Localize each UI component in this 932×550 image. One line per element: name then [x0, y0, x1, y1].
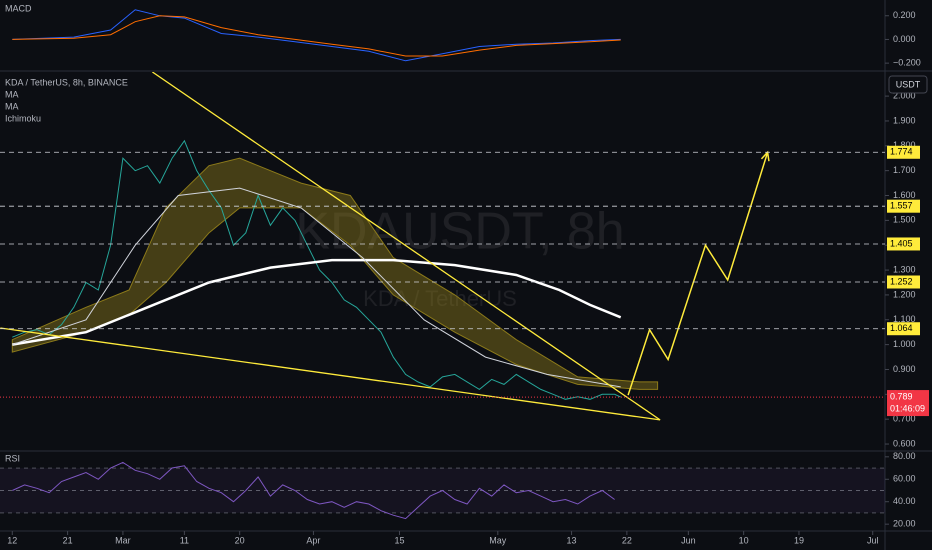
x-tick-label: 10 [739, 535, 749, 545]
y-tick-label: 1.800 [893, 140, 916, 150]
main-title: KDA / TetherUS, 8h, BINANCE [5, 77, 128, 87]
y-tick-label: 1.200 [893, 289, 916, 299]
series-line [12, 9, 621, 62]
y-tick-label: 60.00 [893, 474, 916, 484]
series-line [12, 461, 615, 520]
series-line [12, 187, 621, 388]
y-tick-label: 80.00 [893, 451, 916, 461]
x-tick-label: Jul [867, 535, 879, 545]
series-line [12, 258, 622, 346]
y-tick-label: 1.100 [893, 314, 916, 324]
level-badge [887, 322, 920, 336]
x-tick-label: 13 [567, 535, 577, 545]
x-tick-label: 11 [180, 535, 189, 545]
y-tick-label: 1.900 [893, 115, 916, 125]
plot-layer: 0.6000.7000.8000.9001.0001.1001.2001.300… [0, 9, 929, 545]
panel-title: MACD [5, 3, 32, 13]
y-tick-label: 40.00 [893, 496, 916, 506]
level-label: 1.557 [890, 201, 913, 211]
y-tick-label: 0.700 [893, 414, 916, 424]
level-label: 1.064 [890, 323, 913, 333]
legend-entry: MA [5, 101, 19, 111]
y-tick-label: 1.000 [893, 339, 916, 349]
level-badge [887, 145, 920, 159]
projection-path [627, 152, 769, 396]
x-tick-label: 12 [7, 535, 17, 545]
x-tick-label: May [489, 535, 507, 545]
y-tick-label: 1.600 [893, 190, 916, 200]
price-badge [887, 390, 929, 417]
y-tick-label: 0.900 [893, 364, 916, 374]
x-tick-label: 21 [63, 535, 73, 545]
x-tick-label: 19 [794, 535, 804, 545]
x-tick-label: Jun [681, 535, 696, 545]
series-line [12, 15, 621, 57]
y-tick-label: 1.300 [893, 264, 916, 274]
level-label: 1.774 [890, 147, 913, 157]
ichimoku-cloud [11, 157, 659, 390]
x-tick-label: 22 [622, 535, 632, 545]
legend-entry: Ichimoku [5, 113, 41, 123]
main-panel [0, 72, 770, 421]
x-tick-label: 20 [235, 535, 245, 545]
y-tick-label: 0.200 [893, 10, 916, 20]
y-tick-label: 1.500 [893, 215, 916, 225]
y-tick-label: 1.700 [893, 165, 916, 175]
level-badge [887, 199, 920, 213]
level-badge [887, 237, 920, 251]
legend-entry: MA [5, 89, 19, 99]
currency-badge[interactable] [888, 75, 928, 94]
watermark: KDAUSDT, 8h [295, 203, 624, 261]
y-tick-label: 2.000 [893, 90, 916, 100]
panel-title: RSI [5, 453, 20, 463]
trendline [0, 327, 661, 421]
series-line [12, 139, 621, 400]
price-countdown: 01:46:09 [890, 403, 925, 413]
x-tick-label: Mar [115, 535, 131, 545]
level-label: 1.405 [890, 238, 913, 248]
y-tick-label: 0.600 [893, 438, 916, 448]
currency[interactable]: USDT [896, 79, 921, 89]
trendline [152, 72, 661, 421]
y-tick-label: 0.000 [893, 34, 916, 44]
level-label: 1.252 [890, 276, 913, 286]
y-tick-label: 20.00 [893, 519, 916, 529]
x-tick-label: 15 [394, 535, 404, 545]
level-badge [887, 275, 920, 289]
price-label: 0.789 [890, 391, 913, 401]
y-tick-label: −0.200 [893, 58, 921, 68]
x-tick-label: Apr [306, 535, 320, 545]
